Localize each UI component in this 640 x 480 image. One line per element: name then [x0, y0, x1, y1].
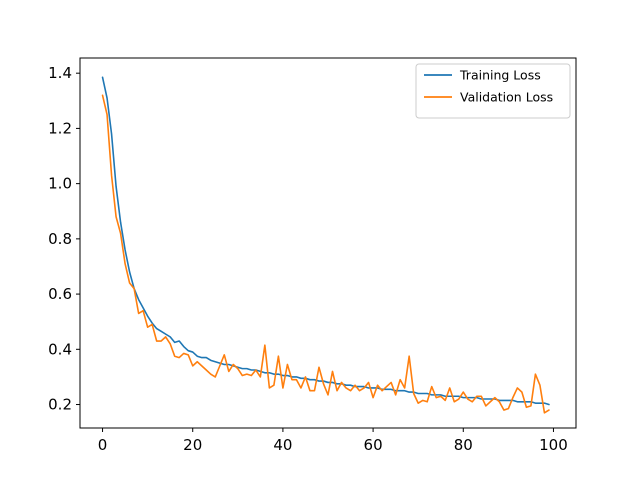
x-tick-label: 20	[183, 436, 202, 454]
x-axis: 0 20 40 60 80 100	[98, 428, 568, 454]
x-tick-label: 0	[98, 436, 108, 454]
x-tick-label: 40	[273, 436, 292, 454]
series-line-1	[101, 94, 550, 414]
y-tick-label: 0.8	[48, 230, 72, 248]
series-line-0	[101, 76, 550, 406]
axes-frame	[79, 57, 577, 429]
y-tick-label: 1.0	[48, 175, 72, 193]
plot-lines	[101, 76, 550, 414]
y-tick-label: 0.4	[48, 340, 72, 358]
x-tick-label: 80	[454, 436, 473, 454]
legend: Training Loss Validation Loss	[415, 63, 571, 119]
legend-label-0: Training Loss	[459, 68, 541, 83]
y-tick-label: 0.6	[48, 285, 72, 303]
x-tick-label: 60	[364, 436, 383, 454]
y-tick-label: 1.4	[48, 64, 72, 82]
legend-label-1: Validation Loss	[460, 90, 553, 105]
y-tick-label: 1.2	[48, 119, 72, 137]
x-tick-label: 100	[539, 436, 568, 454]
y-tick-label: 0.2	[48, 396, 72, 414]
legend-box	[415, 63, 571, 119]
y-axis: 0.2 0.4 0.6 0.8 1.0 1.2 1.4	[48, 64, 80, 414]
